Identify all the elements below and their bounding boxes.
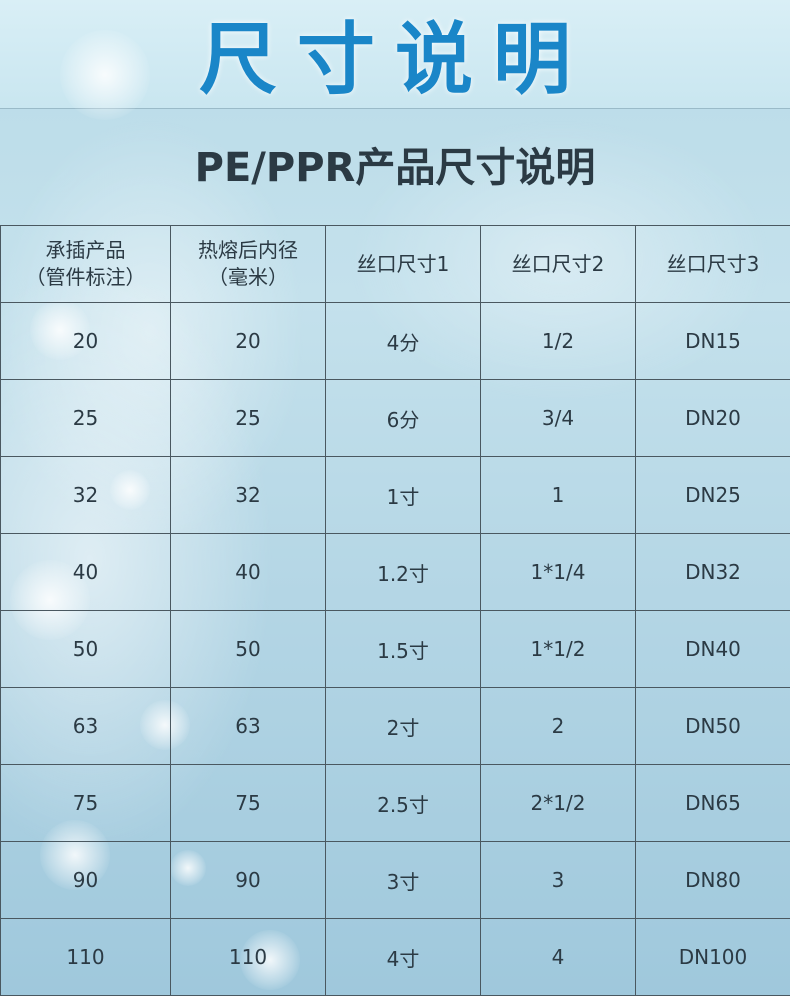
cell-socket-product: 75 (1, 765, 171, 842)
header-line: 承插产品 (1, 237, 170, 264)
table-title: PE/PPR产品尺寸说明 (0, 140, 790, 196)
table-row: 110 110 4寸 4 DN100 (1, 919, 790, 996)
cell-thread-size-3: DN40 (636, 611, 790, 688)
size-spec-table: 承插产品 （管件标注） 热熔后内径 （毫米） 丝口尺寸1 丝口尺寸2 丝口尺寸3… (0, 225, 790, 996)
cell-thread-size-2: 1/2 (481, 303, 636, 380)
title-divider (0, 108, 790, 109)
header-socket-product: 承插产品 （管件标注） (1, 226, 171, 303)
header-line: 丝口尺寸2 (481, 251, 635, 278)
table-row: 20 20 4分 1/2 DN15 (1, 303, 790, 380)
cell-thread-size-1: 4寸 (326, 919, 481, 996)
table-header-row: 承插产品 （管件标注） 热熔后内径 （毫米） 丝口尺寸1 丝口尺寸2 丝口尺寸3 (1, 226, 790, 303)
table-row: 40 40 1.2寸 1*1/4 DN32 (1, 534, 790, 611)
cell-thread-size-1: 3寸 (326, 842, 481, 919)
cell-thread-size-3: DN65 (636, 765, 790, 842)
cell-inner-diameter: 20 (171, 303, 326, 380)
cell-socket-product: 90 (1, 842, 171, 919)
cell-thread-size-2: 2*1/2 (481, 765, 636, 842)
header-line: （毫米） (171, 264, 325, 291)
cell-thread-size-2: 2 (481, 688, 636, 765)
cell-thread-size-3: DN50 (636, 688, 790, 765)
cell-inner-diameter: 32 (171, 457, 326, 534)
cell-thread-size-2: 1*1/4 (481, 534, 636, 611)
header-thread-size-2: 丝口尺寸2 (481, 226, 636, 303)
cell-thread-size-3: DN80 (636, 842, 790, 919)
cell-inner-diameter: 50 (171, 611, 326, 688)
cell-socket-product: 110 (1, 919, 171, 996)
cell-thread-size-1: 1寸 (326, 457, 481, 534)
cell-thread-size-3: DN25 (636, 457, 790, 534)
cell-thread-size-3: DN20 (636, 380, 790, 457)
header-line: 热熔后内径 (171, 237, 325, 264)
cell-thread-size-2: 1*1/2 (481, 611, 636, 688)
header-line: 丝口尺寸3 (636, 251, 790, 278)
cell-socket-product: 32 (1, 457, 171, 534)
table-row: 63 63 2寸 2 DN50 (1, 688, 790, 765)
cell-thread-size-3: DN15 (636, 303, 790, 380)
cell-thread-size-2: 1 (481, 457, 636, 534)
cell-socket-product: 20 (1, 303, 171, 380)
cell-socket-product: 40 (1, 534, 171, 611)
cell-inner-diameter: 75 (171, 765, 326, 842)
cell-thread-size-2: 4 (481, 919, 636, 996)
cell-socket-product: 50 (1, 611, 171, 688)
cell-thread-size-1: 1.2寸 (326, 534, 481, 611)
header-thread-size-3: 丝口尺寸3 (636, 226, 790, 303)
page-title: 尺寸说明 (0, 12, 790, 108)
cell-thread-size-2: 3 (481, 842, 636, 919)
cell-socket-product: 63 (1, 688, 171, 765)
header-thread-size-1: 丝口尺寸1 (326, 226, 481, 303)
cell-inner-diameter: 25 (171, 380, 326, 457)
cell-thread-size-1: 6分 (326, 380, 481, 457)
header-line: （管件标注） (1, 264, 170, 291)
table-row: 32 32 1寸 1 DN25 (1, 457, 790, 534)
cell-thread-size-3: DN32 (636, 534, 790, 611)
cell-inner-diameter: 110 (171, 919, 326, 996)
cell-inner-diameter: 63 (171, 688, 326, 765)
table-row: 90 90 3寸 3 DN80 (1, 842, 790, 919)
header-line: 丝口尺寸1 (326, 251, 480, 278)
cell-inner-diameter: 90 (171, 842, 326, 919)
cell-thread-size-1: 2寸 (326, 688, 481, 765)
cell-inner-diameter: 40 (171, 534, 326, 611)
cell-thread-size-2: 3/4 (481, 380, 636, 457)
table-row: 75 75 2.5寸 2*1/2 DN65 (1, 765, 790, 842)
cell-thread-size-3: DN100 (636, 919, 790, 996)
table-row: 25 25 6分 3/4 DN20 (1, 380, 790, 457)
cell-thread-size-1: 2.5寸 (326, 765, 481, 842)
cell-socket-product: 25 (1, 380, 171, 457)
header-inner-diameter: 热熔后内径 （毫米） (171, 226, 326, 303)
cell-thread-size-1: 4分 (326, 303, 481, 380)
cell-thread-size-1: 1.5寸 (326, 611, 481, 688)
table-row: 50 50 1.5寸 1*1/2 DN40 (1, 611, 790, 688)
